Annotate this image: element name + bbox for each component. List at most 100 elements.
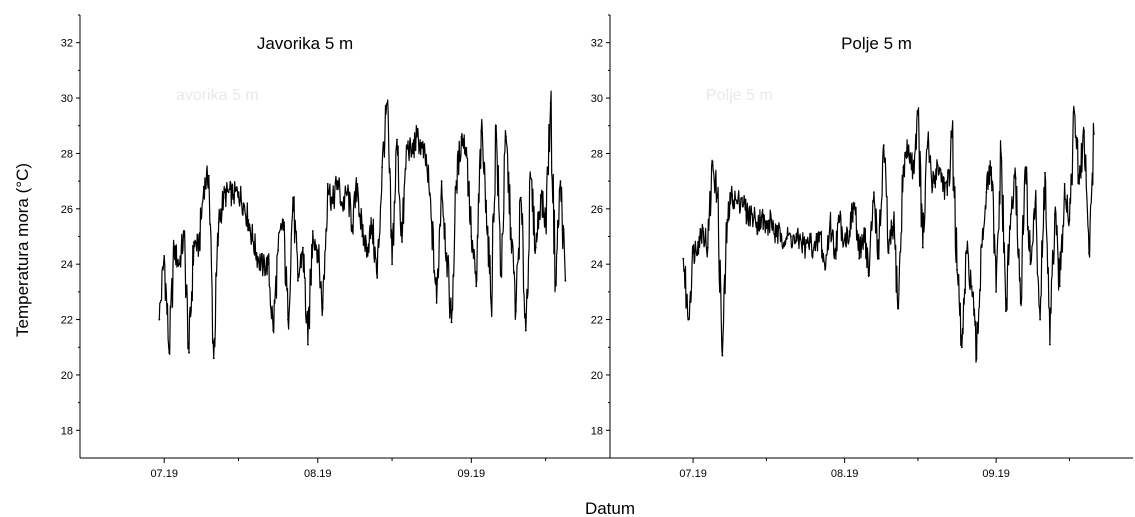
data-point [297,279,299,282]
temperature-series-line [682,105,1095,363]
data-point [465,147,468,149]
data-point [736,202,738,205]
data-point [207,174,210,177]
data-point [411,152,413,155]
data-point [770,219,773,221]
data-point [445,252,448,255]
data-point [1000,152,1002,155]
data-point [361,235,364,238]
data-point [549,102,552,105]
data-point [346,191,349,194]
data-point [829,221,831,224]
data-point [892,221,895,224]
data-point [814,249,817,252]
data-point [1019,302,1022,304]
data-point [529,177,532,180]
data-point [687,318,690,321]
data-point [1058,285,1061,288]
x-axis-label: Datum [585,499,635,517]
data-point [554,279,557,282]
data-point [287,318,289,321]
javorika-panel: 18 20 22 24 26 28 30 32 07.19 08.19 09.19 avorika 5… [61,14,610,480]
data-point [202,185,205,188]
data-point [809,241,812,243]
data-point [193,241,195,243]
data-point [470,235,473,238]
data-point [1009,213,1012,216]
data-point [376,277,379,279]
data-point [980,243,983,246]
data-point [833,249,836,252]
data-point [450,321,453,324]
data-point [838,219,841,221]
data-point [1083,130,1085,133]
data-point [706,246,709,249]
data-point [1044,171,1046,174]
panel-title: Polje 5 m [841,34,912,53]
data-point [868,274,870,277]
data-point [401,241,403,243]
data-point [460,135,463,138]
data-point [882,144,885,147]
data-point [212,357,215,360]
data-point [356,183,359,185]
data-point [853,202,856,205]
data-point [873,191,875,194]
data-point [682,257,685,260]
data-point [1078,183,1081,185]
data-point [510,227,512,230]
data-point [351,224,354,227]
data-point [495,124,497,127]
data-point [721,354,724,357]
y-tick-label: 26 [591,204,603,216]
data-point [366,246,369,249]
data-point [455,180,458,183]
data-point [282,219,284,221]
panel-title: Javorika 5 m [257,34,353,53]
data-point [500,274,502,277]
data-point [391,263,393,266]
data-point [755,221,758,224]
data-point [956,268,958,271]
data-point [341,205,344,207]
data-point [794,241,797,243]
data-point [1063,183,1066,185]
data-point [1024,166,1027,169]
data-point [726,219,729,221]
data-point [336,180,339,183]
y-tick-label: 30 [591,93,603,105]
data-point [232,194,235,196]
data-point [692,252,694,255]
y-tick-label: 28 [591,148,603,160]
data-point [785,238,787,241]
y-tick-label: 32 [61,38,73,50]
data-point [292,196,294,199]
y-tick-label: 28 [61,148,73,160]
data-point [539,194,542,196]
data-point [1093,133,1095,136]
y-tick-label: 20 [61,370,73,382]
data-point [425,163,428,166]
x-tick-label: 07.19 [679,468,707,480]
data-point [961,346,963,349]
data-point [716,196,719,199]
x-tick-label: 09.19 [458,468,486,480]
data-point [515,310,517,313]
data-point [396,138,398,141]
data-point [1088,252,1090,255]
data-point [440,180,443,183]
data-point [183,235,185,238]
data-point [863,227,866,230]
data-point [902,166,905,169]
data-point [490,302,492,304]
data-point [321,307,324,310]
data-point [843,238,846,241]
y-tick-label: 32 [591,38,603,50]
x-tick-label: 08.19 [304,468,332,480]
data-point [1049,343,1051,346]
data-point [544,221,547,224]
ghost-panel-title: avorika 5 m [176,87,259,104]
data-point [485,199,488,202]
data-point [1073,111,1076,113]
